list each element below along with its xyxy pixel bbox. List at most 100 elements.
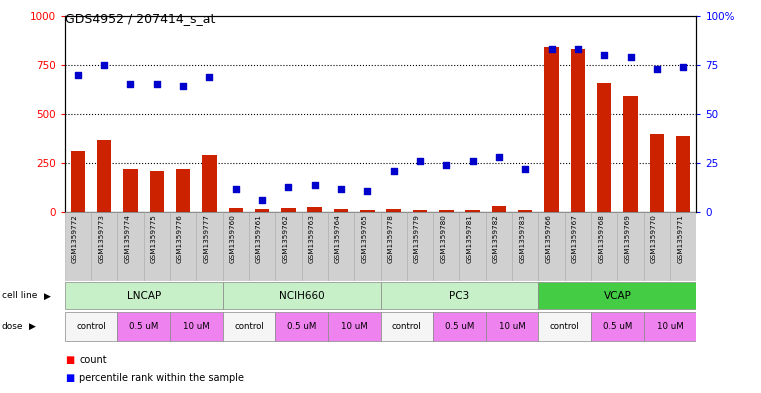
Text: VCAP: VCAP [603,291,632,301]
Text: GSM1359777: GSM1359777 [203,214,209,263]
Text: ▶: ▶ [44,292,51,300]
Text: GSM1359773: GSM1359773 [98,214,104,263]
Bar [539,312,591,341]
Bar [196,212,222,281]
Bar [223,282,380,309]
Point [151,81,163,88]
Text: GSM1359762: GSM1359762 [282,214,288,263]
Bar [144,212,170,281]
Point [440,162,452,168]
Bar [91,212,117,281]
Bar [466,210,480,212]
Text: GSM1359771: GSM1359771 [677,214,683,263]
Text: cell line: cell line [2,292,37,300]
Text: 10 uM: 10 uM [657,322,683,331]
Bar [650,134,664,212]
Bar [591,312,644,341]
Point [124,81,136,88]
Bar [623,96,638,212]
Text: count: count [79,354,107,365]
Point [387,168,400,174]
Point [677,64,689,70]
Text: percentile rank within the sample: percentile rank within the sample [79,373,244,383]
Bar [387,209,401,212]
Bar [644,312,696,341]
Text: dose: dose [2,322,23,331]
Text: GSM1359766: GSM1359766 [546,214,552,263]
Bar [433,212,460,281]
Point [651,66,663,72]
Point [335,185,347,192]
Bar [249,212,275,281]
Bar [512,212,539,281]
Point [98,62,110,68]
Bar [518,210,533,212]
Text: 10 uM: 10 uM [183,322,209,331]
Text: GSM1359761: GSM1359761 [256,214,262,263]
Bar [328,212,354,281]
Text: GSM1359767: GSM1359767 [572,214,578,263]
Bar [380,282,539,309]
Bar [117,312,170,341]
Text: NCIH660: NCIH660 [279,291,324,301]
Bar [412,210,427,212]
Bar [354,212,380,281]
Bar [433,312,486,341]
Bar [301,212,328,281]
Text: GSM1359770: GSM1359770 [651,214,657,263]
Text: ■: ■ [65,354,74,365]
Text: GSM1359782: GSM1359782 [493,214,499,263]
Point [466,158,479,164]
Bar [644,212,670,281]
Bar [544,47,559,212]
Bar [539,282,696,309]
Bar [571,49,585,212]
Bar [170,212,196,281]
Bar [117,212,144,281]
Point [282,184,295,190]
Bar [486,312,539,341]
Bar [591,212,617,281]
Bar [360,210,374,212]
Bar [65,212,91,281]
Bar [275,312,328,341]
Bar [281,208,295,212]
Text: 0.5 uM: 0.5 uM [603,322,632,331]
Bar [597,83,611,212]
Text: control: control [234,322,264,331]
Point [177,83,189,90]
Bar [228,208,243,212]
Text: 10 uM: 10 uM [498,322,525,331]
Point [230,185,242,192]
Text: GSM1359769: GSM1359769 [625,214,631,263]
Bar [202,155,217,212]
Text: GSM1359775: GSM1359775 [151,214,157,263]
Point [572,46,584,52]
Point [598,52,610,58]
Point [72,72,84,78]
Text: LNCAP: LNCAP [126,291,161,301]
Bar [223,212,249,281]
Text: control: control [550,322,580,331]
Bar [255,209,269,212]
Bar [97,140,111,212]
Text: GSM1359765: GSM1359765 [361,214,368,263]
Text: GSM1359772: GSM1359772 [72,214,78,263]
Bar [380,212,407,281]
Point [625,54,637,60]
Bar [65,282,223,309]
Point [256,197,268,204]
Point [519,166,531,172]
Text: GSM1359781: GSM1359781 [466,214,473,263]
Bar [460,212,486,281]
Text: 10 uM: 10 uM [341,322,368,331]
Text: 0.5 uM: 0.5 uM [129,322,158,331]
Bar [328,312,380,341]
Text: GSM1359764: GSM1359764 [335,214,341,263]
Bar [439,210,454,212]
Text: ▶: ▶ [29,322,36,331]
Text: GSM1359774: GSM1359774 [125,214,130,263]
Point [546,46,558,52]
Text: GSM1359763: GSM1359763 [309,214,315,263]
Bar [65,312,117,341]
